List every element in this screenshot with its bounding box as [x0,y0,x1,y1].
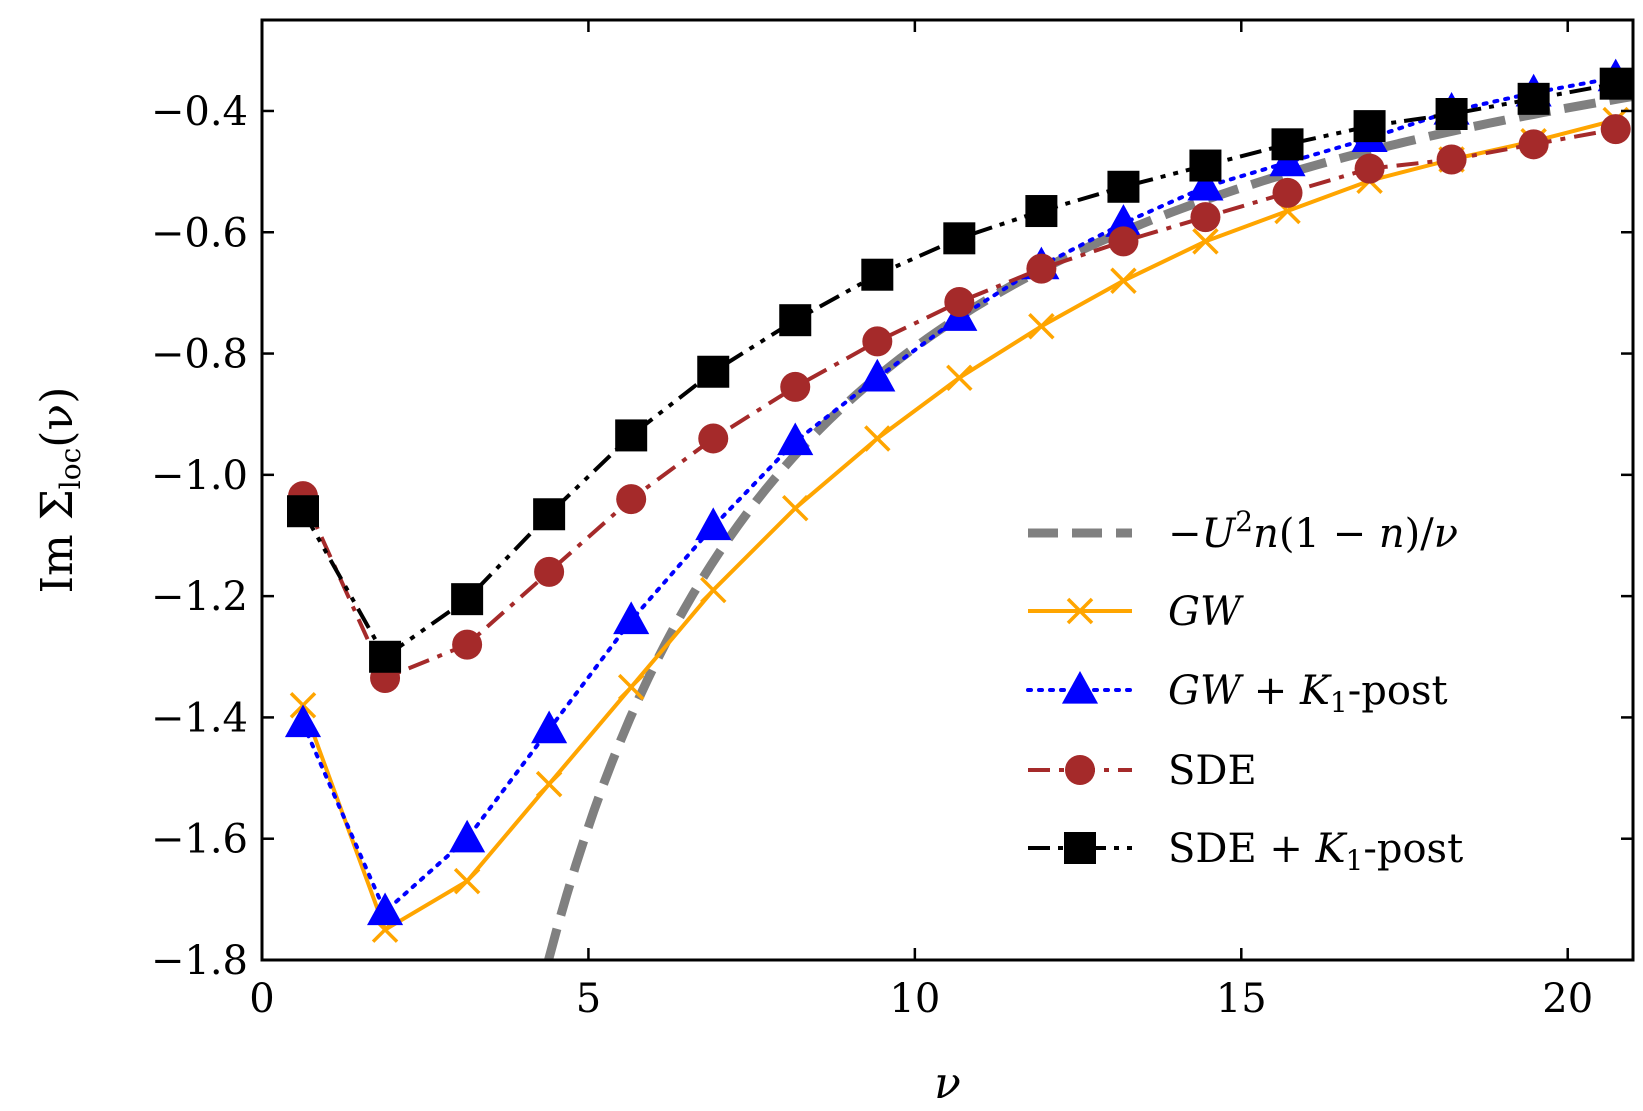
data-point-gw [700,576,727,604]
y-tick-label: −1.2 [151,574,248,620]
legend-marker-gw [1066,597,1094,625]
data-point-gw [1028,313,1055,340]
data-point-sde-k1-post [1517,82,1550,115]
data-point-gw [1192,228,1219,255]
data-point-sde [616,484,647,515]
x-tick-label: 0 [249,976,274,1022]
series-sde-k1-post [286,67,1632,673]
legend-label-gw: GW [1168,589,1244,635]
data-point-sde [780,371,811,402]
legend-marker-sde-k1-post [1064,832,1096,864]
data-point-sde-k1-post [1599,67,1632,100]
series-sde [287,114,1631,693]
data-point-gw [617,673,645,701]
data-point-sde-k1-post [1107,170,1140,203]
data-point-gw-k1-post [1187,167,1224,201]
data-point-sde [698,423,729,454]
data-point-gw-k1-post [367,892,404,926]
series-gw-k1-post [284,58,1633,926]
data-point-sde [1518,129,1549,160]
legend-label-sde: SDE [1168,748,1257,794]
data-point-gw-k1-post [531,710,568,744]
data-point-sde [1600,114,1631,145]
x-tick-label: 5 [576,976,601,1022]
data-point-sde-k1-post [943,222,976,255]
data-point-gw-k1-post [695,507,732,541]
legend-entry-u-n-1-n: −U2n(1 − n)/ν [1028,505,1458,557]
x-tick-label: 10 [889,976,940,1022]
series-gw [289,106,1629,943]
y-axis-label-suffix: (ν) [32,387,83,448]
y-tick-label: −1.4 [151,695,248,741]
y-tick-label: −0.6 [151,210,248,256]
data-point-gw-k1-post [284,704,322,738]
data-point-sde [1354,153,1385,184]
y-tick-label: −1.6 [151,817,248,863]
data-point-sde-k1-post [615,419,648,452]
y-axis-label-subscript: loc [54,448,87,490]
data-point-sde-k1-post [1189,149,1222,182]
data-point-sde-k1-post [697,355,730,388]
data-point-sde-k1-post [1271,128,1304,161]
legend-entry-gw-k1-post: GW + K1-post [1026,668,1448,719]
data-point-gw [1110,267,1137,295]
x-tick-label: 15 [1216,976,1267,1022]
data-point-sde-k1-post [286,495,319,528]
legend-label-gw-k1-post: GW + K1-post [1168,668,1448,719]
data-point-sde-k1-post [369,640,402,673]
data-point-sde-k1-post [779,304,812,337]
data-point-sde [1272,177,1303,208]
series-line-sde [301,127,1617,680]
y-tick-label: −0.8 [151,332,248,378]
data-point-gw [864,425,891,452]
series-line-gw-k1-post [301,75,1618,914]
data-point-gw-k1-post [449,819,486,853]
data-point-sde-k1-post [451,583,484,616]
data-point-sde-k1-post [861,258,894,291]
legend-entry-gw: GW [1028,589,1244,635]
legend-entry-sde-k1-post: SDE + K1-post [1028,826,1463,877]
data-point-sde [862,326,893,357]
legend-entry-sde: SDE [1028,748,1257,794]
x-axis-label: ν [934,1058,961,1109]
data-point-sde [452,629,483,660]
y-tick-label: −0.4 [151,89,248,135]
data-point-sde [1436,144,1467,175]
legend: −U2n(1 − n)/ν GW GW + K1-post SDE SDE + K1-p… [1026,505,1463,877]
axis-labels: ν Im Σloc(ν) [32,387,961,1109]
x-tick-label: 20 [1542,976,1593,1022]
data-point-gw-k1-post [1105,204,1142,237]
legend-marker-gw-k1-post [1061,671,1099,704]
data-point-gw [453,867,481,895]
data-point-sde [1190,202,1221,233]
data-point-sde [1108,226,1139,257]
data-point-sde [534,556,565,587]
legend-marker-sde [1065,755,1095,785]
y-axis-label-prefix: Im Σ [32,489,83,593]
legend-label-u-n-1-n: −U2n(1 − n)/ν [1168,505,1458,557]
series-layer [284,58,1633,960]
legend-label-sde-k1-post: SDE + K1-post [1168,826,1463,877]
data-point-sde-k1-post [533,498,566,531]
data-point-gw-k1-post [613,601,650,635]
data-point-gw [946,364,973,392]
plot-frame [260,18,1635,962]
data-point-gw-k1-post [777,422,814,456]
data-point-gw-k1-post [859,358,896,392]
data-point-gw [535,770,563,798]
y-tick-label: −1.0 [151,453,248,499]
data-point-sde-k1-post [1025,195,1058,228]
data-point-sde [1026,253,1057,284]
data-point-sde-k1-post [1353,110,1386,143]
ticks-layer: 0 5 10 15 20 −1.8 −1.6 −1.4 −1.2 −1.0 −0.8 −0.6 −0.4 [151,20,1633,1022]
y-tick-label: −1.8 [151,938,248,984]
data-point-sde-k1-post [1435,98,1468,130]
data-point-gw [782,494,809,522]
data-point-sde [944,287,975,317]
y-axis-label: Im Σloc(ν) [32,387,87,594]
